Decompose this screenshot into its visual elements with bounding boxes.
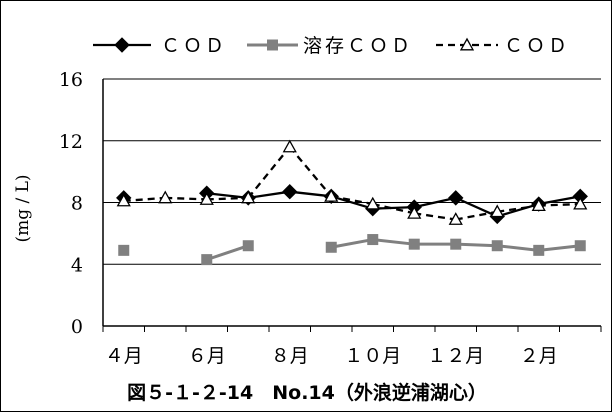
- y-tick-label-8: 8: [71, 193, 83, 215]
- series-3-point-11: [531, 198, 546, 212]
- y-axis-label: (mg / L): [13, 174, 33, 242]
- series-3-point-7: [365, 196, 380, 210]
- series-2-point-11: [533, 244, 545, 256]
- x-tick-label-6: ２月: [520, 345, 558, 367]
- gridlines: [103, 78, 601, 265]
- series-1-point-9: [448, 190, 464, 206]
- series-3: [116, 139, 588, 225]
- y-tick-label-0: 0: [71, 316, 83, 338]
- x-tick-label-5: １２月: [427, 345, 484, 367]
- series-2-segment-11: [538, 244, 581, 252]
- legend: ＣＯＤ 溶存ＣＯＤ ＣＯＤ: [93, 35, 570, 57]
- series-3-point-10: [490, 204, 505, 218]
- series-3-point-9: [448, 212, 463, 225]
- series-3-segment-10: [497, 204, 539, 213]
- legend-label-3: ＣＯＤ: [504, 35, 570, 57]
- series-3-segment-3: [206, 196, 249, 201]
- legend-label-2: 溶存ＣＯＤ: [303, 35, 413, 57]
- legend-item-2: 溶存ＣＯＤ: [247, 35, 413, 57]
- series-3-point-6: [324, 188, 339, 202]
- y-tick-label-16: 16: [59, 69, 83, 91]
- legend-item-1: ＣＯＤ: [93, 35, 227, 57]
- series-3-segment-2: [165, 196, 207, 201]
- x-tick-label-4: １０月: [344, 345, 401, 367]
- series-3-point-1: [116, 193, 131, 207]
- legend-item-3: ＣＯＤ: [436, 35, 570, 57]
- series-2: [118, 234, 586, 266]
- series-2-point-7: [367, 234, 379, 246]
- y-tick-label-12: 12: [59, 131, 83, 153]
- series-3-point-5: [282, 139, 297, 153]
- series-2-segment-6: [330, 238, 374, 249]
- series-2-point-12: [574, 240, 586, 252]
- series-1-point-5: [282, 183, 298, 200]
- x-tick-label-3: ８月: [271, 345, 309, 367]
- series-1-segment-9: [455, 196, 498, 218]
- series-2-segment-10: [497, 244, 539, 252]
- series-2-point-8: [408, 238, 420, 250]
- legend-label-1: ＣＯＤ: [161, 35, 227, 57]
- series-2-segment-7: [372, 238, 415, 246]
- series-2-segment-9: [455, 242, 498, 248]
- series-1: [116, 183, 588, 225]
- series-1-segment-4: [248, 190, 290, 200]
- y-tick-label-4: 4: [71, 254, 83, 276]
- series-1-segment-6: [330, 195, 374, 210]
- series-2-point-1: [118, 244, 130, 256]
- series-3-segment-4: [247, 146, 291, 199]
- series-layer: [116, 139, 588, 266]
- series-1-segment-10: [496, 202, 540, 218]
- series-1-segment-11: [538, 195, 581, 206]
- series-1-segment-8: [413, 196, 457, 209]
- series-3-point-3: [199, 192, 214, 205]
- series-2-point-6: [325, 241, 337, 253]
- series-2-segment-3: [206, 244, 249, 262]
- series-2-point-4: [242, 240, 254, 252]
- series-3-point-8: [407, 205, 422, 219]
- figure-caption: 図５-１-２-14 No.14（外浪逆浦湖心）: [127, 381, 487, 404]
- x-tick-label-2: ６月: [188, 345, 226, 367]
- series-3-point-2: [158, 190, 173, 204]
- legend-marker-2: [267, 39, 278, 51]
- series-2-point-10: [491, 240, 503, 252]
- series-2-point-3: [201, 254, 213, 266]
- axes: 0 4 8 12 16 ４月 ６月 ８月 １０月 １２月 ２月: [59, 69, 602, 367]
- series-3-segment-5: [288, 146, 333, 198]
- series-3-segment-8: [414, 212, 456, 221]
- series-3-point-4: [241, 190, 256, 204]
- series-3-segment-1: [123, 196, 166, 203]
- legend-marker-1: [114, 37, 130, 53]
- series-2-point-9: [450, 238, 462, 250]
- x-tick-label-1: ４月: [105, 345, 143, 367]
- legend-marker-3: [459, 37, 475, 51]
- series-3-point-12: [573, 196, 588, 210]
- series-3-segment-11: [538, 202, 581, 207]
